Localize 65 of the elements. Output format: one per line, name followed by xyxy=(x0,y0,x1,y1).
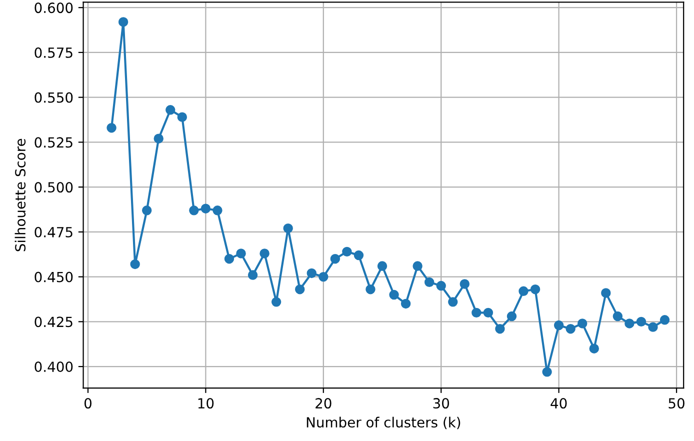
point xyxy=(106,122,116,133)
y-tick-label: 0.425 xyxy=(34,316,72,328)
point xyxy=(518,286,528,296)
y-tick-label: 0.500 xyxy=(34,182,73,193)
point xyxy=(612,311,623,322)
point xyxy=(460,279,470,289)
point xyxy=(542,367,552,377)
point xyxy=(624,318,634,328)
point xyxy=(400,298,411,309)
point xyxy=(154,134,164,144)
y-tick-label: 0.400 xyxy=(34,362,73,372)
point xyxy=(495,324,505,334)
point xyxy=(472,308,482,318)
point xyxy=(424,277,434,288)
point xyxy=(271,297,282,307)
point xyxy=(342,246,352,257)
point xyxy=(166,105,176,115)
point xyxy=(354,250,364,260)
point xyxy=(578,318,588,328)
point xyxy=(389,290,399,300)
y-axis-title: Silhouette Score xyxy=(14,138,26,252)
point xyxy=(601,288,611,298)
point xyxy=(377,261,388,271)
point xyxy=(248,270,258,280)
point xyxy=(483,308,494,318)
point xyxy=(648,322,658,332)
x-axis-title: Number of clusters (k) xyxy=(306,416,460,430)
point xyxy=(330,254,340,264)
point xyxy=(177,112,188,122)
point xyxy=(366,284,376,294)
point xyxy=(130,259,140,270)
x-tick-label: 10 xyxy=(198,398,214,409)
y-tick-label: 0.525 xyxy=(34,137,72,148)
x-tick-label: 20 xyxy=(316,398,332,409)
x-tick-label: 0 xyxy=(84,398,92,409)
point xyxy=(589,344,599,354)
point xyxy=(554,320,564,330)
point xyxy=(636,316,646,327)
point xyxy=(412,261,422,271)
point xyxy=(306,268,316,278)
point xyxy=(260,248,270,258)
point xyxy=(118,17,128,27)
point xyxy=(142,206,152,216)
x-tick-label: 30 xyxy=(433,398,450,409)
point xyxy=(530,284,540,294)
point xyxy=(200,204,211,214)
point xyxy=(660,315,670,325)
x-tick-label: 50 xyxy=(668,398,684,409)
point xyxy=(318,272,328,282)
y-tick-label: 0.475 xyxy=(34,226,72,238)
x-tick-label: 40 xyxy=(550,398,567,409)
point xyxy=(236,248,246,258)
point xyxy=(212,206,222,216)
point xyxy=(224,254,234,264)
point xyxy=(283,223,293,234)
y-tick-label: 0.450 xyxy=(34,272,73,282)
point xyxy=(189,206,199,216)
y-tick-label: 0.575 xyxy=(34,47,72,58)
point xyxy=(295,284,305,294)
point xyxy=(506,311,517,322)
point xyxy=(566,324,576,334)
point xyxy=(448,297,458,307)
y-tick-label: 0.600 xyxy=(34,2,73,14)
point xyxy=(436,280,446,291)
y-tick-label: 0.550 xyxy=(34,92,73,103)
